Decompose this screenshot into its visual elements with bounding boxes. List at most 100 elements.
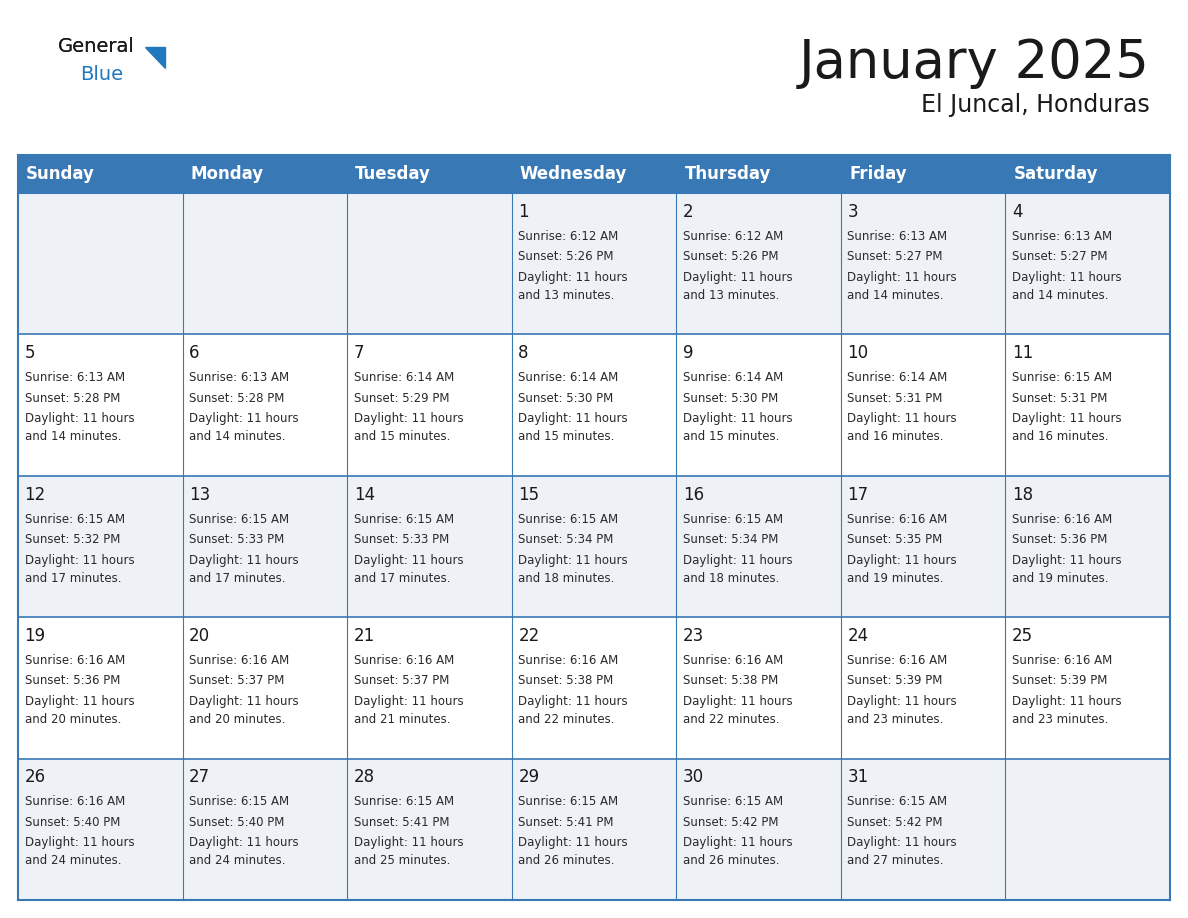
Text: Daylight: 11 hours: Daylight: 11 hours bbox=[25, 554, 134, 566]
Bar bbox=[676, 758, 841, 900]
Text: and 17 minutes.: and 17 minutes. bbox=[25, 572, 121, 585]
Bar bbox=[183, 193, 347, 334]
Text: 19: 19 bbox=[25, 627, 45, 645]
Text: Sunrise: 6:16 AM: Sunrise: 6:16 AM bbox=[847, 654, 948, 667]
Text: 15: 15 bbox=[518, 486, 539, 504]
Text: Sunset: 5:40 PM: Sunset: 5:40 PM bbox=[25, 816, 120, 829]
Text: 8: 8 bbox=[518, 344, 529, 363]
Text: Sunset: 5:37 PM: Sunset: 5:37 PM bbox=[354, 675, 449, 688]
Bar bbox=[841, 758, 1005, 900]
Bar bbox=[841, 476, 1005, 617]
Text: Sunrise: 6:16 AM: Sunrise: 6:16 AM bbox=[847, 512, 948, 526]
Text: Daylight: 11 hours: Daylight: 11 hours bbox=[683, 271, 792, 284]
Text: and 19 minutes.: and 19 minutes. bbox=[847, 572, 944, 585]
Text: Sunset: 5:38 PM: Sunset: 5:38 PM bbox=[518, 675, 613, 688]
Text: Daylight: 11 hours: Daylight: 11 hours bbox=[354, 836, 463, 849]
Text: 30: 30 bbox=[683, 768, 704, 787]
Text: Sunrise: 6:16 AM: Sunrise: 6:16 AM bbox=[25, 795, 125, 809]
Bar bbox=[512, 758, 676, 900]
Text: January 2025: January 2025 bbox=[800, 37, 1150, 89]
Text: Sunset: 5:31 PM: Sunset: 5:31 PM bbox=[1012, 392, 1107, 405]
Bar bbox=[512, 193, 676, 334]
Text: and 17 minutes.: and 17 minutes. bbox=[354, 572, 450, 585]
Bar bbox=[841, 334, 1005, 476]
Text: and 22 minutes.: and 22 minutes. bbox=[683, 713, 779, 726]
Text: Daylight: 11 hours: Daylight: 11 hours bbox=[189, 554, 298, 566]
Bar bbox=[1005, 193, 1170, 334]
Text: Saturday: Saturday bbox=[1013, 165, 1098, 183]
Text: and 14 minutes.: and 14 minutes. bbox=[25, 431, 121, 443]
Bar bbox=[1005, 155, 1170, 193]
Text: Sunrise: 6:13 AM: Sunrise: 6:13 AM bbox=[1012, 230, 1112, 242]
Bar bbox=[841, 193, 1005, 334]
Text: Sunset: 5:41 PM: Sunset: 5:41 PM bbox=[518, 816, 614, 829]
Text: 14: 14 bbox=[354, 486, 375, 504]
Text: and 23 minutes.: and 23 minutes. bbox=[1012, 713, 1108, 726]
Text: and 14 minutes.: and 14 minutes. bbox=[189, 431, 285, 443]
Text: Sunset: 5:31 PM: Sunset: 5:31 PM bbox=[847, 392, 943, 405]
Text: Daylight: 11 hours: Daylight: 11 hours bbox=[25, 836, 134, 849]
Text: Daylight: 11 hours: Daylight: 11 hours bbox=[1012, 271, 1121, 284]
Text: General: General bbox=[58, 37, 135, 56]
Text: Sunset: 5:32 PM: Sunset: 5:32 PM bbox=[25, 533, 120, 546]
Text: Daylight: 11 hours: Daylight: 11 hours bbox=[518, 695, 628, 708]
Text: Daylight: 11 hours: Daylight: 11 hours bbox=[683, 554, 792, 566]
Bar bbox=[512, 155, 676, 193]
Text: Sunset: 5:27 PM: Sunset: 5:27 PM bbox=[1012, 251, 1107, 263]
Text: 24: 24 bbox=[847, 627, 868, 645]
Text: 28: 28 bbox=[354, 768, 375, 787]
Text: Tuesday: Tuesday bbox=[355, 165, 431, 183]
Text: Daylight: 11 hours: Daylight: 11 hours bbox=[683, 836, 792, 849]
Bar bbox=[347, 758, 512, 900]
Bar bbox=[347, 334, 512, 476]
Bar bbox=[841, 155, 1005, 193]
Text: and 20 minutes.: and 20 minutes. bbox=[25, 713, 121, 726]
Text: and 22 minutes.: and 22 minutes. bbox=[518, 713, 615, 726]
Bar bbox=[512, 476, 676, 617]
Bar bbox=[676, 155, 841, 193]
Text: and 18 minutes.: and 18 minutes. bbox=[518, 572, 614, 585]
Text: and 16 minutes.: and 16 minutes. bbox=[1012, 431, 1108, 443]
Text: and 13 minutes.: and 13 minutes. bbox=[518, 289, 614, 302]
Bar bbox=[18, 334, 183, 476]
Text: Sunrise: 6:16 AM: Sunrise: 6:16 AM bbox=[1012, 512, 1112, 526]
Text: Sunset: 5:36 PM: Sunset: 5:36 PM bbox=[1012, 533, 1107, 546]
Text: 1: 1 bbox=[518, 203, 529, 221]
Text: 6: 6 bbox=[189, 344, 200, 363]
Text: Daylight: 11 hours: Daylight: 11 hours bbox=[847, 695, 958, 708]
Text: El Juncal, Honduras: El Juncal, Honduras bbox=[921, 93, 1150, 117]
Text: and 14 minutes.: and 14 minutes. bbox=[847, 289, 944, 302]
Text: Sunset: 5:33 PM: Sunset: 5:33 PM bbox=[189, 533, 284, 546]
Text: 21: 21 bbox=[354, 627, 375, 645]
Text: Daylight: 11 hours: Daylight: 11 hours bbox=[1012, 412, 1121, 425]
Bar bbox=[183, 758, 347, 900]
Bar bbox=[512, 617, 676, 758]
Text: Sunrise: 6:16 AM: Sunrise: 6:16 AM bbox=[25, 654, 125, 667]
Text: Sunset: 5:34 PM: Sunset: 5:34 PM bbox=[683, 533, 778, 546]
Text: Sunrise: 6:14 AM: Sunrise: 6:14 AM bbox=[518, 371, 619, 384]
Text: and 26 minutes.: and 26 minutes. bbox=[518, 855, 615, 868]
Text: Daylight: 11 hours: Daylight: 11 hours bbox=[189, 412, 298, 425]
Text: Sunset: 5:28 PM: Sunset: 5:28 PM bbox=[189, 392, 285, 405]
Text: Daylight: 11 hours: Daylight: 11 hours bbox=[518, 271, 628, 284]
Text: and 27 minutes.: and 27 minutes. bbox=[847, 855, 944, 868]
Text: and 15 minutes.: and 15 minutes. bbox=[518, 431, 614, 443]
Text: and 16 minutes.: and 16 minutes. bbox=[847, 431, 944, 443]
Text: General: General bbox=[58, 37, 135, 56]
Bar bbox=[347, 476, 512, 617]
Text: 7: 7 bbox=[354, 344, 365, 363]
Text: and 19 minutes.: and 19 minutes. bbox=[1012, 572, 1108, 585]
Text: Sunrise: 6:12 AM: Sunrise: 6:12 AM bbox=[683, 230, 783, 242]
Text: Sunrise: 6:16 AM: Sunrise: 6:16 AM bbox=[1012, 654, 1112, 667]
Bar bbox=[1005, 334, 1170, 476]
Text: 13: 13 bbox=[189, 486, 210, 504]
Text: and 15 minutes.: and 15 minutes. bbox=[354, 431, 450, 443]
Text: Sunrise: 6:15 AM: Sunrise: 6:15 AM bbox=[683, 795, 783, 809]
Text: Daylight: 11 hours: Daylight: 11 hours bbox=[683, 412, 792, 425]
Bar bbox=[347, 155, 512, 193]
Text: 31: 31 bbox=[847, 768, 868, 787]
Text: Sunset: 5:30 PM: Sunset: 5:30 PM bbox=[683, 392, 778, 405]
Text: Daylight: 11 hours: Daylight: 11 hours bbox=[847, 554, 958, 566]
Text: Sunset: 5:28 PM: Sunset: 5:28 PM bbox=[25, 392, 120, 405]
Text: 23: 23 bbox=[683, 627, 704, 645]
